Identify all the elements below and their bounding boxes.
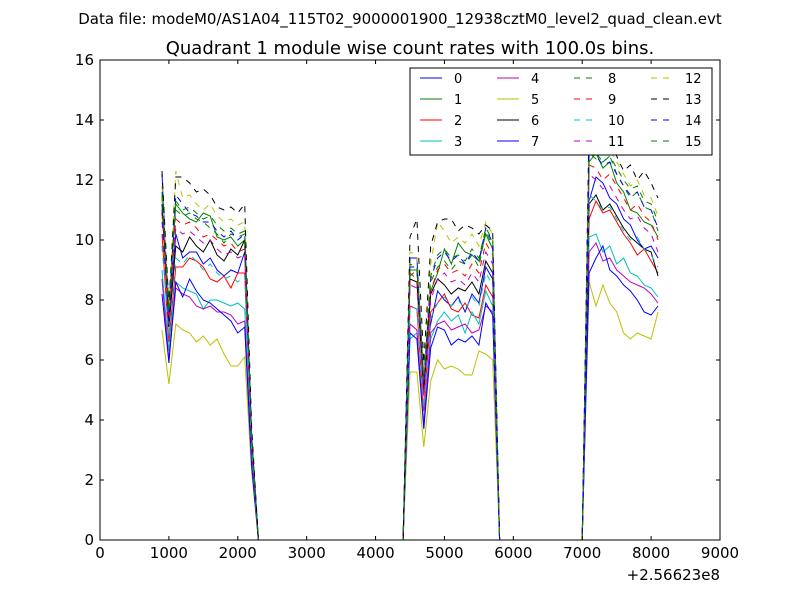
y-tick-label: 12 (75, 171, 94, 189)
x-tick-label: 8000 (632, 544, 670, 562)
legend-label-8: 8 (608, 72, 616, 87)
y-tick-label: 14 (75, 111, 94, 129)
y-tick-label: 10 (75, 231, 94, 249)
y-tick-label: 8 (84, 291, 94, 309)
legend-label-10: 10 (608, 114, 625, 129)
chart-title: Quadrant 1 module wise count rates with … (166, 38, 655, 59)
series-line-13 (161, 118, 659, 541)
legend-label-1: 1 (454, 93, 462, 108)
x-tick-label: 5000 (425, 544, 463, 562)
legend-label-14: 14 (685, 114, 702, 129)
legend-label-0: 0 (454, 72, 462, 87)
axis-ticks: 0 1000 2000 3000 4000 5000 6000 7000 8000 9000 0 2 4… (75, 51, 739, 562)
legend-label-7: 7 (531, 135, 539, 150)
legend-label-4: 4 (531, 72, 539, 87)
legend-label-3: 3 (454, 135, 462, 150)
legend-label-13: 13 (685, 93, 702, 108)
x-tick-label: 4000 (356, 544, 394, 562)
series-layer (161, 118, 659, 541)
x-tick-label: 9000 (701, 544, 739, 562)
x-tick-label: 7000 (563, 544, 601, 562)
y-tick-label: 16 (75, 51, 94, 69)
legend-label-11: 11 (608, 135, 625, 150)
series-line-10 (161, 193, 659, 541)
legend-box (409, 67, 713, 156)
y-tick-label: 0 (84, 531, 94, 549)
y-tick-label: 4 (84, 411, 94, 429)
x-tick-label: 3000 (288, 544, 326, 562)
y-tick-label: 6 (84, 351, 94, 369)
x-tick-label: 2000 (219, 544, 257, 562)
legend-label-2: 2 (454, 114, 462, 129)
legend-label-5: 5 (531, 93, 539, 108)
legend-label-6: 6 (531, 114, 539, 129)
suptitle: Data file: modeM0/AS1A04_115T02_90000019… (78, 10, 722, 29)
legend-label-9: 9 (608, 93, 616, 108)
legend-label-12: 12 (685, 72, 702, 87)
x-tick-label: 1000 (150, 544, 188, 562)
x-tick-label: 0 (95, 544, 105, 562)
x-offset-label: +2.56623e8 (627, 566, 720, 584)
x-tick-label: 6000 (494, 544, 532, 562)
y-tick-label: 2 (84, 471, 94, 489)
legend-label-15: 15 (685, 135, 702, 150)
